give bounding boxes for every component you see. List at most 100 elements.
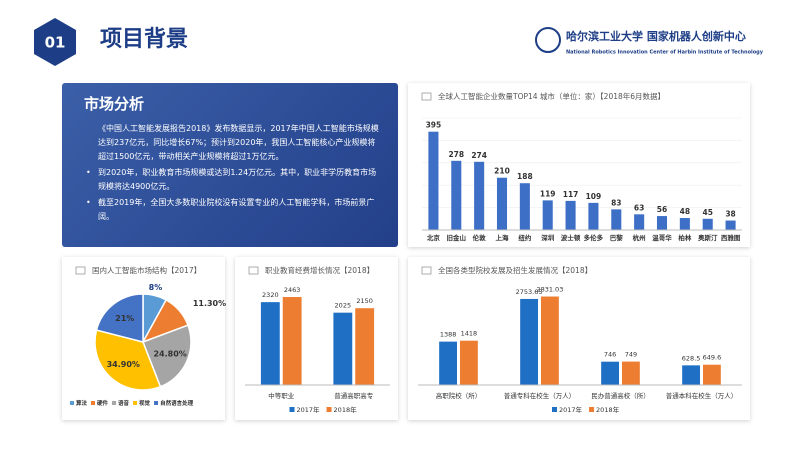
value-label: 2025 (335, 302, 352, 310)
bar (634, 214, 645, 230)
value-label: 11.30% (193, 299, 226, 308)
x-tick-label: 普通本科在校生（万人） (666, 391, 738, 400)
bar (355, 308, 375, 385)
value-label: 1388 (440, 331, 457, 339)
value-label: 395 (426, 121, 442, 130)
value-label: 83 (611, 198, 621, 207)
bar (333, 312, 353, 385)
value-label: 2463 (284, 286, 301, 294)
x-tick-label: 西雅图 (721, 233, 741, 242)
bar (542, 200, 553, 230)
legend-label: 2017年 (297, 405, 321, 414)
legend-label: 算法 (76, 399, 88, 407)
value-label: 24.80% (153, 350, 186, 359)
value-label: 2320 (262, 291, 279, 299)
x-tick-label: 温哥华 (652, 233, 672, 242)
bar (622, 361, 640, 385)
x-tick-label: 伦敦 (473, 233, 487, 242)
bar (541, 296, 559, 385)
market-paragraph: 截至2019年，全国大多数职业院校没有设置专业的人工智能学科，市场前景广阔。 (84, 196, 380, 224)
title-icon (421, 92, 432, 101)
value-label: 749 (625, 351, 637, 359)
bar (474, 161, 485, 230)
value-label: 278 (448, 150, 464, 159)
market-title: 市场分析 (84, 95, 145, 113)
legend-swatch (154, 401, 159, 405)
x-tick-label: 柏林 (678, 233, 692, 242)
bar (588, 202, 599, 230)
bar (682, 365, 700, 385)
x-tick-label: 多伦多 (584, 233, 604, 242)
logo-name: 哈尔滨工业大学 国家机器人创新中心 (566, 29, 746, 43)
x-tick-label: 巴黎 (610, 233, 624, 242)
x-tick-label: 高职院校（所） (436, 391, 482, 400)
market-paragraph: 《中国人工智能发展报告2018》发布数据显示，2017年中国人工智能市场规模达到… (98, 124, 379, 161)
value-label: 2831.03 (536, 286, 563, 294)
value-label: 1418 (461, 330, 478, 338)
section-number: 01 (45, 34, 66, 52)
bar (702, 218, 713, 230)
value-label: 48 (680, 207, 690, 216)
value-label: 8% (149, 283, 163, 292)
logo-subtitle: National Robotics Innovation Center of H… (566, 50, 764, 56)
value-label: 2150 (356, 297, 373, 305)
title-icon (75, 266, 86, 275)
legend-swatch (552, 407, 557, 412)
legend-label: 2017年 (559, 405, 583, 414)
value-label: 117 (563, 190, 579, 199)
value-label: 2753.65 (516, 288, 543, 296)
bar (451, 160, 462, 230)
value-label: 649.6 (703, 354, 722, 362)
title-icon (421, 266, 432, 275)
value-label: 210 (494, 167, 510, 176)
market-paragraph: 到2020年，职业教育市场规模或达到1.24万亿元。其中，职业非学历教育市场规模… (84, 166, 380, 194)
value-label: 63 (634, 203, 644, 212)
panel (408, 257, 750, 420)
bar (496, 177, 508, 230)
market-panel: 市场分析 《中国人工智能发展报告2018》发布数据显示，2017年中国人工智能市… (62, 83, 398, 247)
value-label: 274 (471, 151, 487, 160)
bar (460, 340, 478, 385)
value-label: 45 (702, 208, 712, 217)
logo-icon (535, 27, 561, 53)
x-tick-label: 深圳 (541, 233, 555, 242)
legend-swatch (589, 407, 595, 412)
value-label: 56 (657, 205, 667, 214)
chart-title: 全球人工智能企业数量TOP14 城市（单位：家）【2018年6月数据】 (438, 91, 665, 101)
x-tick-label: 波士顿 (561, 233, 581, 242)
hexagon (34, 18, 76, 66)
value-label: 119 (540, 189, 556, 198)
pie-slice (95, 293, 144, 343)
slide-title: 项目背景 (100, 27, 188, 52)
x-tick-label: 纽约 (518, 233, 532, 242)
pie-slice (94, 329, 162, 391)
bar (428, 131, 439, 230)
bar (656, 216, 668, 230)
bar (679, 218, 690, 230)
bar (520, 298, 538, 385)
title-icon (248, 266, 259, 275)
bar (611, 209, 622, 230)
legend-swatch (133, 401, 138, 405)
x-tick-label: 中等职业 (268, 391, 295, 400)
x-tick-label: 普通专科在校生（万人） (504, 391, 576, 400)
legend-swatch (91, 401, 96, 405)
value-label: 34.90% (107, 360, 140, 369)
chart-title: 全国各类型院校发展及招生发展情况【2018】 (438, 265, 592, 275)
legend-label: 2018年 (334, 405, 358, 414)
bar (260, 302, 280, 385)
legend-swatch (112, 401, 117, 405)
x-tick-label: 北京 (427, 233, 441, 242)
bar (282, 297, 302, 385)
x-tick-label: 旧金山 (447, 233, 467, 242)
value-label: 746 (604, 351, 616, 359)
chart-title: 职业教育经费增长情况【2018】 (265, 265, 374, 275)
bar (725, 220, 736, 230)
value-label: 628.5 (682, 354, 701, 362)
legend-label: 2018年 (596, 405, 620, 414)
legend-swatch (70, 401, 74, 405)
legend-swatch (326, 407, 332, 412)
legend-swatch (289, 407, 295, 412)
bar (519, 183, 530, 230)
